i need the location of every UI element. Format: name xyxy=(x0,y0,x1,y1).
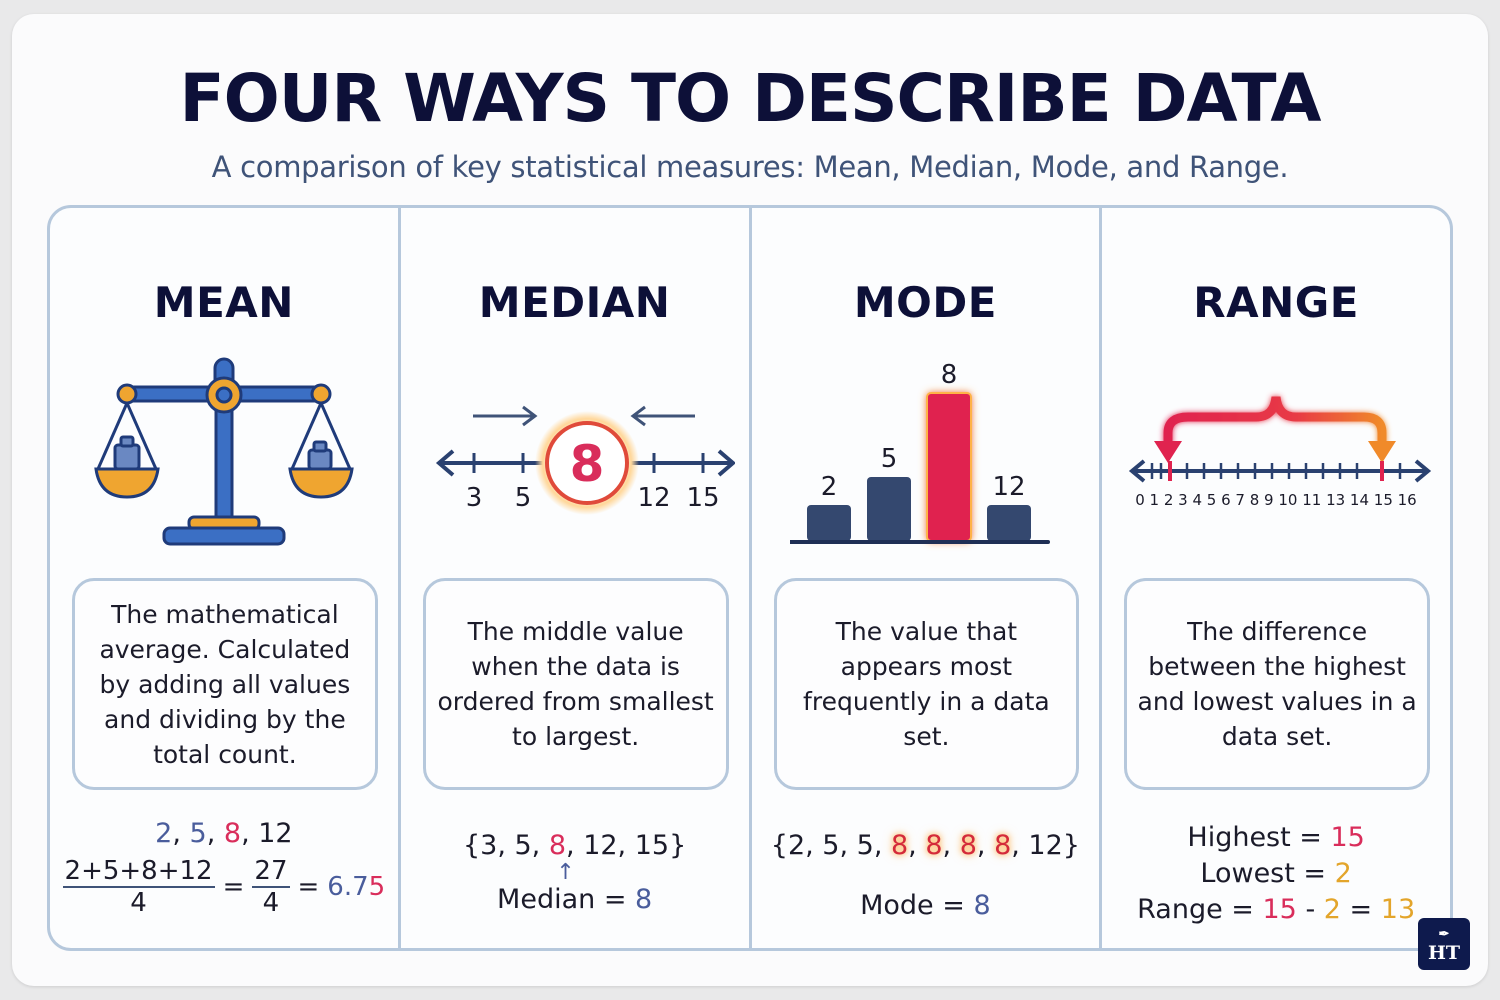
range-highest: Highest = 15 xyxy=(1102,820,1450,856)
range-description: The difference between the highest and l… xyxy=(1124,578,1430,790)
page-title: FOUR WAYS TO DESCRIBE DATA xyxy=(179,60,1322,137)
column-title-median: MEDIAN xyxy=(478,278,671,327)
brace-open: { xyxy=(462,830,481,861)
mean-fraction-total: 27 4 xyxy=(252,856,290,918)
mode-highlight: 8 xyxy=(994,830,1012,861)
mean-values: 2, 5, 8, 12 xyxy=(155,818,293,849)
mean-fraction-sum: 2+5+8+12 4 xyxy=(62,856,215,918)
range-illustration: 0 1 2 3 4 5 6 7 8 9 10 11 13 14 15 16 xyxy=(1102,353,1450,553)
brace-open: { xyxy=(770,830,788,861)
column-median: MEDIAN xyxy=(401,208,752,948)
mode-illustration: 2 5 8 12 xyxy=(752,353,1100,553)
mode-result-label: Mode = xyxy=(860,890,974,921)
number-line-icon: 8 3 5 12 15 xyxy=(435,405,735,515)
median-description: The middle value when the data is ordere… xyxy=(422,578,729,790)
mean-result-main: 6.7 xyxy=(327,872,369,902)
mean-denominator: 4 xyxy=(130,888,147,918)
mode-highlight: 8 xyxy=(959,830,977,861)
mode-result-value: 8 xyxy=(973,890,991,921)
median-illustration: 8 3 5 12 15 xyxy=(401,353,749,553)
mean-sum-denominator: 4 xyxy=(262,888,280,918)
mean-example: 2, 5, 8, 12 2+5+8+12 4 = 27 4 = 6.75 xyxy=(50,816,398,918)
mean-value-3: 8 xyxy=(223,818,242,849)
mode-set-after: , 12 xyxy=(1011,830,1063,861)
median-example: {3, 5, 8, 12, 15} ↑ Median = 8 xyxy=(401,828,749,918)
bar-label: 12 xyxy=(993,472,1026,502)
mean-sum: 27 xyxy=(252,856,290,888)
range-result: 13 xyxy=(1380,894,1416,925)
mean-value-1: 2 xyxy=(155,818,173,849)
mode-highlight: 8 xyxy=(890,830,909,861)
bar-chart-icon: 2 5 8 12 xyxy=(790,360,1051,544)
mode-example: {2, 5, 5, 8, 8, 8, 8, 12} Mode = 8 xyxy=(752,828,1100,924)
median-result: Median = 8 xyxy=(401,882,749,918)
mean-illustration xyxy=(50,353,398,553)
mean-value-4: 12 xyxy=(258,818,293,849)
mean-result-last-digit: 5 xyxy=(368,872,386,902)
median-result-value: 8 xyxy=(635,884,653,915)
range-example: Highest = 15 Lowest = 2 Range = 15 - 2 =… xyxy=(1102,820,1450,928)
mean-formula: 2+5+8+12 4 = 27 4 = 6.75 xyxy=(62,856,385,918)
median-highlight-value: 8 xyxy=(569,435,604,493)
mean-numerator: 2+5+8+12 xyxy=(62,856,215,888)
page-subtitle: A comparison of key statistical measures… xyxy=(211,150,1289,184)
minus-sign: - xyxy=(1296,894,1324,925)
highest-value: 15 xyxy=(1330,822,1365,853)
equals-sign: = xyxy=(222,872,245,902)
median-label: 5 xyxy=(514,483,531,513)
mean-result: 6.75 xyxy=(327,872,385,902)
brace-close: } xyxy=(669,830,687,861)
bar-label: 5 xyxy=(881,444,898,474)
measures-panel: MEAN xyxy=(47,205,1453,951)
highest-label: Highest = xyxy=(1187,822,1331,853)
ht-logo: ✒ HT xyxy=(1418,918,1470,970)
median-set: {3, 5, 8, 12, 15} xyxy=(401,828,749,864)
median-label: 3 xyxy=(465,483,482,513)
median-set-after: , 12, 15 xyxy=(566,830,670,861)
bar-label: 2 xyxy=(821,472,838,502)
balance-scale-icon xyxy=(94,357,354,546)
mean-value-2: 5 xyxy=(189,818,207,849)
equals-sign: = xyxy=(1340,894,1381,925)
range-formula: Range = 15 - 2 = 13 xyxy=(1102,892,1450,928)
range-low: 2 xyxy=(1323,894,1341,925)
range-tick-labels: 0 1 2 3 4 5 6 7 8 9 10 11 13 14 15 16 xyxy=(1135,491,1416,509)
range-high: 15 xyxy=(1262,894,1297,925)
median-label: 15 xyxy=(686,483,719,513)
median-label: 12 xyxy=(637,483,670,513)
range-line-icon: 0 1 2 3 4 5 6 7 8 9 10 11 13 14 15 16 xyxy=(1129,396,1432,509)
range-label: Range = xyxy=(1137,894,1263,925)
lowest-label: Lowest = xyxy=(1200,858,1335,889)
brace-close: } xyxy=(1062,830,1080,861)
column-mode: MODE 2 5 8 12 The value that xyxy=(752,208,1103,948)
column-title-mean: MEAN xyxy=(153,278,294,327)
feather-quill-icon: ✒ xyxy=(1438,927,1450,942)
column-mean: MEAN xyxy=(50,208,401,948)
lowest-value: 2 xyxy=(1334,858,1352,889)
median-set-highlight: 8 xyxy=(548,830,567,861)
column-title-range: RANGE xyxy=(1193,278,1359,327)
median-result-label: Median = xyxy=(497,884,636,915)
mean-description: The mathematical average. Calculated by … xyxy=(72,578,378,790)
column-range: RANGE xyxy=(1102,208,1450,948)
column-title-mode: MODE xyxy=(853,278,997,327)
bar-label: 8 xyxy=(941,360,958,390)
logo-text: HT xyxy=(1427,942,1461,964)
mode-set: {2, 5, 5, 8, 8, 8, 8, 12} xyxy=(770,830,1080,861)
mode-highlight: 8 xyxy=(925,830,943,861)
mode-result: Mode = 8 xyxy=(752,888,1100,924)
range-lowest: Lowest = 2 xyxy=(1102,856,1450,892)
mode-set-before: 2, 5, 5, xyxy=(787,830,891,861)
equals-sign: = xyxy=(297,872,320,902)
median-set-before: 3, 5, xyxy=(480,830,549,861)
mode-description: The value that appears most frequently i… xyxy=(773,578,1080,790)
up-arrow-icon: ↑ xyxy=(556,860,575,885)
